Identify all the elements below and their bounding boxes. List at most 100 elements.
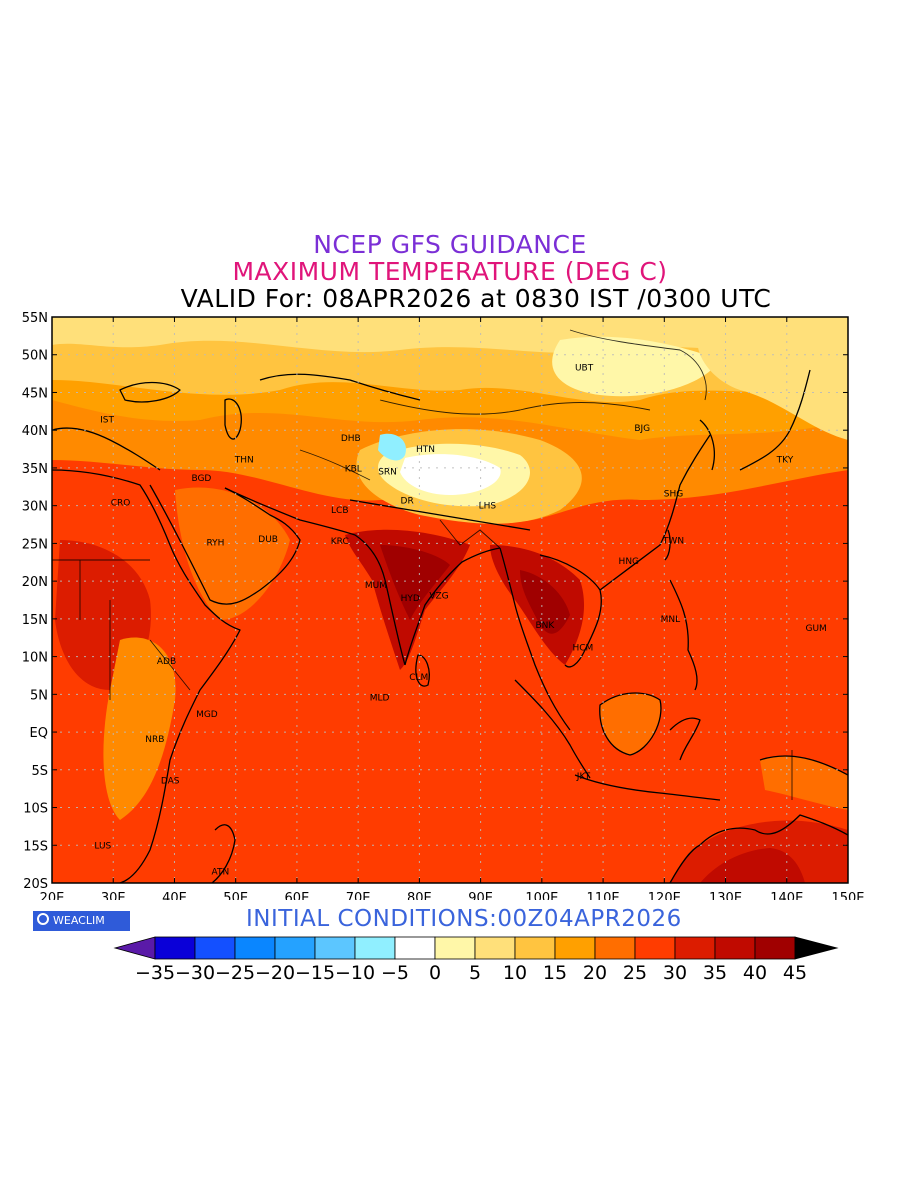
station-label: HTN xyxy=(416,445,435,455)
station-label: DUB xyxy=(258,535,278,545)
tibet-ice xyxy=(378,433,406,461)
valid-time: VALID For: 08APR2026 at 0830 IST /0300 U… xyxy=(180,284,772,313)
weaclim-badge: WEACLIM xyxy=(33,911,130,931)
lat-label: 5S xyxy=(31,764,48,779)
station-label: LCB xyxy=(331,506,348,516)
station-label: BJG xyxy=(634,424,650,434)
colorbar-swatch xyxy=(234,936,276,960)
lat-label: 20N xyxy=(22,575,48,590)
station-label: MLD xyxy=(370,693,390,703)
station-label: DAS xyxy=(161,776,180,786)
lon-label: 140E xyxy=(770,891,803,900)
station-label: ADB xyxy=(157,657,176,667)
indochina-core xyxy=(520,570,570,634)
map-frame xyxy=(51,316,849,884)
station-label: SHG xyxy=(664,490,683,500)
colorbar-label: 40 xyxy=(743,962,767,984)
colorbar-swatch xyxy=(474,936,516,960)
lon-label: 80E xyxy=(407,891,432,900)
chart-subtitle: MAXIMUM TEMPERATURE (DEG C) xyxy=(232,257,668,286)
colorbar-label: 0 xyxy=(429,962,441,984)
colorbar-label: 45 xyxy=(783,962,807,984)
colorbar-label: −30 xyxy=(175,962,215,984)
colorbar-swatch xyxy=(754,936,796,960)
station-label: HCM xyxy=(572,644,593,654)
station-label: CRO xyxy=(111,499,131,509)
lat-label: 25N xyxy=(22,537,48,552)
station-label: TWN xyxy=(662,536,684,546)
colorbar-swatch xyxy=(634,936,676,960)
coastlines xyxy=(52,369,848,883)
lat-label: 35N xyxy=(22,462,48,477)
east-africa-highland xyxy=(103,637,176,820)
colorbar-swatch xyxy=(594,936,636,960)
weaclim-badge-label: WEACLIM xyxy=(53,914,105,927)
station-label: LUS xyxy=(94,841,111,851)
lon-label: 40E xyxy=(162,891,187,900)
map-axes: 55N 50N 45N 40N 35N 30N 25N 20N 15N 10N 5N EQ 5S 10S 1… xyxy=(22,311,865,900)
station-label: DHB xyxy=(341,434,361,444)
lon-label: 70E xyxy=(346,891,371,900)
colorbar-label: −10 xyxy=(335,962,375,984)
lat-label: 45N xyxy=(22,386,48,401)
station-label: RYH xyxy=(207,539,225,549)
lon-label: 110E xyxy=(587,891,620,900)
colorbar-swatch xyxy=(274,936,316,960)
station-label: SRN xyxy=(378,468,397,478)
colorbar-label: −15 xyxy=(295,962,335,984)
station-label: UBT xyxy=(575,364,594,374)
colorbar-swatch xyxy=(354,936,396,960)
lat-label: EQ xyxy=(30,726,48,741)
station-label: MUM xyxy=(365,581,387,591)
lon-label: 150E xyxy=(831,891,864,900)
lon-label: 20E xyxy=(40,891,65,900)
lon-label: 100E xyxy=(525,891,558,900)
weaclim-logo-icon xyxy=(37,913,49,925)
lat-label: 5N xyxy=(30,688,48,703)
colorbar-label: 35 xyxy=(703,962,727,984)
station-label: ATN xyxy=(212,868,230,878)
station-label: THN xyxy=(234,456,254,466)
station-label: HNG xyxy=(619,557,640,567)
lon-label: 90E xyxy=(468,891,493,900)
station-label: KBL xyxy=(345,465,362,475)
colorbar-label: 30 xyxy=(663,962,687,984)
temperature-map: UBT BJG TKY SHG TWN HNG MNL GUM HTN DHB KBL SRN DR LC… xyxy=(22,311,865,900)
station-labels: UBT BJG TKY SHG TWN HNG MNL GUM HTN DHB KBL SRN DR LC… xyxy=(94,364,826,878)
mongolia-cool xyxy=(552,336,720,397)
colorbar-high-arrow xyxy=(794,936,839,960)
station-label: MGD xyxy=(196,710,218,720)
colorbar-label: 15 xyxy=(543,962,567,984)
station-label: NRB xyxy=(145,735,164,745)
station-label: JKT xyxy=(576,772,591,782)
station-label: TKY xyxy=(776,456,794,466)
colorbar-label: 10 xyxy=(503,962,527,984)
station-label: BGD xyxy=(191,474,211,484)
colorbar-label: −25 xyxy=(215,962,255,984)
lat-label: 40N xyxy=(22,424,48,439)
colorbar-swatch xyxy=(314,936,356,960)
lon-label: 120E xyxy=(648,891,681,900)
station-label: BNK xyxy=(536,621,556,631)
colorbar-label: 20 xyxy=(583,962,607,984)
lat-label: 10S xyxy=(23,802,48,817)
station-label: DR xyxy=(401,496,414,506)
station-label: CLM xyxy=(409,673,428,683)
initial-conditions: INITIAL CONDITIONS:00Z04APR2026 xyxy=(246,906,682,932)
lat-label: 55N xyxy=(22,311,48,326)
colorbar-swatch xyxy=(514,936,556,960)
colorbar-swatch xyxy=(194,936,236,960)
station-label: MNL xyxy=(661,615,681,625)
lat-label: 10N xyxy=(22,651,48,666)
colorbar-label: −5 xyxy=(381,962,409,984)
colorbar-swatch xyxy=(434,936,476,960)
borneo-land xyxy=(599,693,661,755)
station-label: IST xyxy=(100,416,114,426)
lon-label: 30E xyxy=(101,891,126,900)
lat-label: 15N xyxy=(22,613,48,628)
tibet-freezing xyxy=(400,454,501,495)
station-label: KRC xyxy=(331,537,349,547)
colorbar-swatch xyxy=(554,936,596,960)
japan-sea-cool xyxy=(697,325,848,440)
lat-label: 20S xyxy=(23,877,48,892)
